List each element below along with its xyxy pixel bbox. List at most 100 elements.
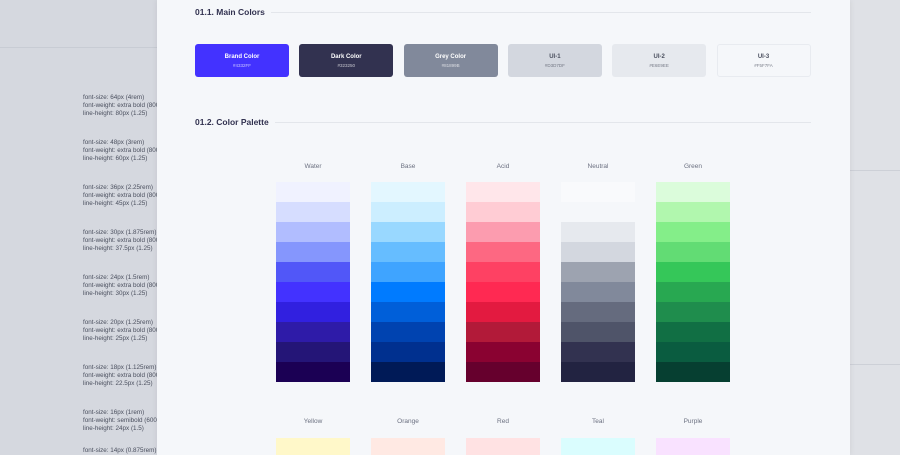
swatch-hex: #E6E9EE — [649, 62, 669, 68]
swatch-name: UI-1 — [549, 53, 561, 60]
palette-shade[interactable] — [276, 302, 350, 322]
palette-shade[interactable] — [656, 182, 730, 202]
palette-shade[interactable] — [656, 362, 730, 382]
palette-label: Acid — [496, 163, 510, 170]
palette-shade[interactable] — [276, 222, 350, 242]
palette-label: Purple — [683, 418, 703, 425]
color-swatch-ui-3[interactable]: UI-3 #F5F7FA — [716, 44, 811, 77]
palette-shade[interactable] — [276, 182, 350, 202]
palette-shade[interactable] — [466, 242, 540, 262]
palette-shade[interactable] — [276, 362, 350, 382]
palette-shade[interactable] — [561, 242, 635, 262]
palette-shade[interactable] — [466, 342, 540, 362]
palette-shade[interactable] — [276, 262, 350, 282]
divider — [0, 47, 157, 48]
palette-shade[interactable] — [561, 322, 635, 342]
swatch-name: Dark Color — [330, 53, 362, 60]
spec-line: font-size: 48px (3rem) — [83, 139, 145, 146]
palette-shade[interactable] — [656, 202, 730, 222]
palette-shade[interactable] — [276, 202, 350, 222]
palette-shade[interactable] — [371, 282, 445, 302]
spec-line: font-size: 30px (1.875rem) — [83, 229, 157, 236]
palette-shade[interactable] — [561, 302, 635, 322]
spec-line: line-height: 45px (1.25) — [83, 200, 148, 208]
palette-label: Orange — [397, 418, 419, 425]
palette-shade[interactable] — [656, 302, 730, 322]
palette-shade[interactable] — [466, 362, 540, 382]
typography-spec: font-size: 14px (0.875rem) — [83, 447, 157, 455]
spec-line: font-weight: extra bold (800) — [83, 282, 162, 290]
divider — [274, 121, 811, 123]
palette-shade[interactable] — [561, 202, 635, 222]
spec-line: font-weight: extra bold (800) — [83, 147, 162, 155]
typography-spec: font-size: 24px (1.5rem) font-weight: ext… — [83, 274, 161, 299]
palette-column-water — [276, 182, 350, 382]
palette-shade[interactable] — [276, 438, 350, 455]
color-swatch-ui-1[interactable]: UI-1 #D3D7DF — [507, 44, 602, 77]
typography-spec: font-size: 16px (1rem) font-weight: semib… — [83, 409, 159, 434]
palette-shade[interactable] — [371, 322, 445, 342]
color-swatch-ui-2[interactable]: UI-2 #E6E9EE — [612, 44, 707, 77]
palette-shade[interactable] — [371, 342, 445, 362]
palette-shade[interactable] — [371, 242, 445, 262]
swatch-hex: #81899B — [441, 62, 460, 68]
color-swatch-grey-color[interactable]: Grey Color #81899B — [403, 44, 498, 77]
palette-shade[interactable] — [656, 438, 730, 455]
palette-shade[interactable] — [371, 362, 445, 382]
color-swatch-dark-color[interactable]: Dark Color #323250 — [299, 44, 394, 77]
palette-column-orange — [371, 438, 445, 455]
palette-shade[interactable] — [466, 182, 540, 202]
palette-label: Teal — [592, 418, 604, 425]
palette-shade[interactable] — [466, 202, 540, 222]
palette-shade[interactable] — [371, 182, 445, 202]
palette-shade[interactable] — [561, 182, 635, 202]
palette-shade[interactable] — [371, 302, 445, 322]
palette-shade[interactable] — [371, 202, 445, 222]
palette-shade[interactable] — [466, 438, 540, 455]
right-panel — [850, 0, 900, 455]
palette-shade[interactable] — [561, 342, 635, 362]
palette-shade[interactable] — [656, 262, 730, 282]
palette-label: Red — [497, 418, 509, 425]
typography-specs-panel: font-size: 64px (4rem) font-weight: extra… — [0, 0, 161, 455]
palette-shade[interactable] — [466, 322, 540, 342]
spec-line: font-size: 36px (2.25rem) — [83, 184, 153, 191]
palette-shade[interactable] — [466, 262, 540, 282]
typography-spec: font-size: 48px (3rem) font-weight: extra… — [83, 139, 161, 164]
palette-shade[interactable] — [561, 222, 635, 242]
palette-shade[interactable] — [276, 342, 350, 362]
palette-shade[interactable] — [561, 282, 635, 302]
palette-shade[interactable] — [561, 362, 635, 382]
spec-line: font-weight: extra bold (800) — [83, 237, 162, 245]
palette-shade[interactable] — [371, 262, 445, 282]
section-title-main-colors: 01.1. Main Colors — [195, 7, 811, 17]
palette-shade[interactable] — [276, 282, 350, 302]
palette-shade[interactable] — [561, 438, 635, 455]
spec-line: font-size: 24px (1.5rem) — [83, 274, 150, 281]
spec-line: font-size: 14px (0.875rem) — [83, 447, 157, 454]
section-title-color-palette: 01.2. Color Palette — [195, 117, 811, 127]
palette-shade[interactable] — [656, 242, 730, 262]
palette-shade[interactable] — [656, 282, 730, 302]
palette-shade[interactable] — [371, 222, 445, 242]
spec-line: font-weight: extra bold (800) — [83, 372, 162, 380]
palette-shade[interactable] — [656, 342, 730, 362]
spec-line: line-height: 37.5px (1.25) — [83, 245, 153, 253]
spec-line: font-size: 64px (4rem) — [83, 94, 145, 101]
palette-shade[interactable] — [561, 262, 635, 282]
palette-label: Water — [304, 163, 322, 170]
swatch-hex: #323250 — [337, 62, 356, 68]
palette-shade[interactable] — [656, 322, 730, 342]
palette-shade[interactable] — [466, 302, 540, 322]
palette-shade[interactable] — [466, 282, 540, 302]
palette-label: Base — [400, 163, 416, 170]
palette-shade[interactable] — [276, 242, 350, 262]
palette-shade[interactable] — [466, 222, 540, 242]
spec-line: font-weight: semibold (600) — [83, 417, 159, 425]
palette-shade[interactable] — [276, 322, 350, 342]
palette-shade[interactable] — [371, 438, 445, 455]
typography-spec: font-size: 64px (4rem) font-weight: extra… — [83, 94, 161, 119]
color-swatch-brand-color[interactable]: Brand Color #4332FF — [195, 44, 289, 77]
palette-shade[interactable] — [656, 222, 730, 242]
palette-column-acid — [466, 182, 540, 382]
